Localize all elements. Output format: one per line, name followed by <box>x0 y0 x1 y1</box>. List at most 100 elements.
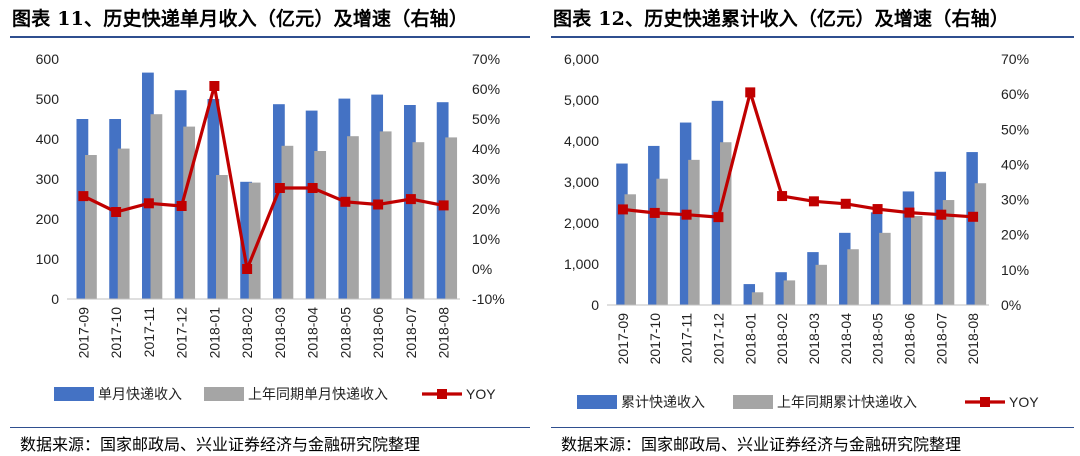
yoy-marker <box>968 211 979 222</box>
right-axis-tick-label: 30% <box>472 171 500 187</box>
left-axis-tick-label: 5,000 <box>564 92 599 108</box>
primary-bar <box>775 272 787 305</box>
left-axis-tick-label: 0 <box>591 297 599 313</box>
left-axis-tick-label: 100 <box>36 251 60 267</box>
yoy-marker <box>808 196 819 207</box>
right-axis-tick-label: 50% <box>472 111 500 127</box>
yoy-marker <box>373 199 384 210</box>
yoy-marker <box>143 198 154 209</box>
yoy-marker <box>405 194 416 205</box>
x-axis-category-label: 2018-07 <box>403 307 419 359</box>
secondary-bar <box>720 142 732 305</box>
primary-bar <box>371 94 384 299</box>
primary-bar <box>648 145 660 305</box>
x-axis-category-label: 2018-08 <box>965 313 981 365</box>
x-axis-category-label: 2017-10 <box>647 313 663 365</box>
yoy-marker <box>242 264 253 274</box>
yoy-marker <box>274 183 285 193</box>
yoy-marker <box>840 198 851 209</box>
left-chart: 0 100 200 300 400 500 600 -10% 0% 10% 20% 30% 40% 50%… <box>36 51 505 402</box>
legend-item: 累计快递收入 <box>577 394 705 410</box>
secondary-bar <box>445 137 458 299</box>
legend-swatch <box>733 395 773 409</box>
x-axis-category-label: 2018-05 <box>337 307 353 359</box>
x-axis-category-label: 2018-01 <box>742 313 758 365</box>
x-axis-category-label: 2017-09 <box>615 313 631 365</box>
right-axis-tick-label: 60% <box>1001 86 1029 102</box>
right-axis-tick-label: 20% <box>1001 227 1029 243</box>
secondary-bar <box>656 178 668 305</box>
primary-bar <box>174 90 187 299</box>
secondary-bar <box>314 151 327 299</box>
legend-item: 上年同期单月快递收入 <box>204 386 388 402</box>
yoy-marker <box>78 191 89 202</box>
right-axis-tick-label: 40% <box>472 141 500 157</box>
yoy-marker <box>340 196 351 207</box>
x-axis-category-label: 2017-11 <box>141 307 157 358</box>
x-axis-category-label: 2018-01 <box>206 307 222 359</box>
left-axis-tick-label: 6,000 <box>564 51 599 67</box>
legend-swatch <box>204 387 244 401</box>
x-axis-category-label: 2017-12 <box>710 313 726 365</box>
x-axis-category-label: 2017-10 <box>108 307 124 359</box>
primary-bar <box>839 232 851 305</box>
legend-label: 累计快递收入 <box>621 394 705 410</box>
x-axis-category-label: 2018-05 <box>870 313 886 365</box>
legend-swatch <box>577 395 617 409</box>
legend-item: 上年同期累计快递收入 <box>733 394 917 410</box>
yoy-marker <box>307 183 318 193</box>
yoy-marker <box>936 209 947 220</box>
left-axis-tick-label: 4,000 <box>564 133 599 149</box>
right-source-rule <box>551 427 1074 428</box>
right-chart-source: 数据来源：国家邮政局、兴业证券经济与金融研究院整理 <box>561 435 962 454</box>
yoy-marker <box>777 191 788 202</box>
secondary-bar <box>281 145 294 299</box>
secondary-bar <box>942 200 955 305</box>
yoy-marker <box>872 204 883 215</box>
primary-bar <box>207 99 220 299</box>
right-axis-tick-label: 50% <box>1001 121 1029 137</box>
yoy-marker <box>904 207 915 218</box>
left-axis-tick-label: 300 <box>36 171 60 187</box>
legend-label: YOY <box>1009 394 1039 410</box>
right-title-rule <box>551 36 1074 38</box>
legend-item: YOY <box>422 386 496 402</box>
right-axis-tick-label: 70% <box>472 51 500 67</box>
secondary-bar <box>150 114 163 299</box>
legend-label: 上年同期累计快递收入 <box>777 394 917 410</box>
yoy-line <box>622 90 974 219</box>
yoy-marker <box>713 212 724 223</box>
yoy-line <box>82 84 444 271</box>
x-axis-category-label: 2017-12 <box>174 307 190 359</box>
secondary-bar <box>347 136 359 299</box>
x-axis-category-label: 2017-11 <box>679 313 695 364</box>
right-axis-tick-label: 40% <box>1001 156 1029 172</box>
primary-bar <box>807 252 819 305</box>
left-axis-tick-label: 500 <box>36 91 60 107</box>
primary-bar <box>743 284 756 305</box>
legend-item: 单月快递收入 <box>54 386 182 402</box>
right-axis-tick-label: 10% <box>472 231 500 247</box>
legend-label: 单月快递收入 <box>98 386 182 402</box>
x-axis-category-label: 2017-09 <box>75 307 91 359</box>
yoy-marker <box>745 87 756 98</box>
secondary-bar <box>847 249 859 305</box>
primary-bar <box>141 72 154 299</box>
x-axis-category-label: 2018-08 <box>436 307 452 359</box>
primary-bar <box>934 171 947 305</box>
right-chart-title: 图表 12、历史快递累计收入（亿元）及增速（右轴） <box>553 8 1010 30</box>
x-axis-category-label: 2018-04 <box>838 313 854 365</box>
x-axis-category-label: 2018-03 <box>272 307 288 359</box>
yoy-marker <box>617 204 628 215</box>
x-axis-category-label: 2018-02 <box>239 307 255 359</box>
x-axis-category-label: 2018-02 <box>774 313 790 365</box>
secondary-bar <box>248 182 261 299</box>
left-source-rule <box>10 427 530 428</box>
right-axis-tick-label: 30% <box>1001 192 1029 208</box>
yoy-marker <box>111 207 122 217</box>
left-axis-tick-label: 600 <box>36 51 60 67</box>
x-axis-category-label: 2018-06 <box>901 313 917 365</box>
x-axis-category-label: 2018-03 <box>806 313 822 365</box>
secondary-bar <box>379 131 392 299</box>
secondary-bar <box>624 194 636 305</box>
